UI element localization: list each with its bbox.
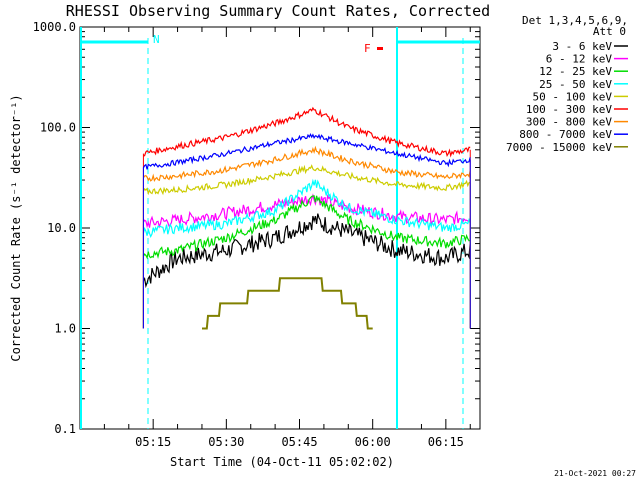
legend-header: Det 1,3,4,5,6,9, xyxy=(522,14,628,27)
series-1 xyxy=(142,193,471,329)
x-tick-label: 05:15 xyxy=(135,435,171,449)
chart-title: RHESSI Observing Summary Count Rates, Co… xyxy=(66,2,490,20)
legend-label: 50 - 100 keV xyxy=(533,90,613,103)
series-line xyxy=(142,132,471,170)
y-tick-label: 1.0 xyxy=(54,322,76,336)
y-axis-label: Corrected Count Rate (s⁻¹ detector⁻¹) xyxy=(9,94,23,361)
x-tick-label: 05:45 xyxy=(281,435,317,449)
legend-entry: 6 - 12 keV xyxy=(546,53,628,66)
legend-entry: 800 - 7000 keV xyxy=(519,128,628,141)
y-tick-label: 100.0 xyxy=(40,121,76,135)
x-tick-label: 06:00 xyxy=(355,435,391,449)
series-7 xyxy=(142,132,471,329)
legend-entry: 7000 - 15000 keV xyxy=(506,141,628,154)
y-tick-label: 0.1 xyxy=(54,422,76,436)
series-line xyxy=(142,164,471,196)
legend-label: 6 - 12 keV xyxy=(546,53,613,66)
legend-entry: 50 - 100 keV xyxy=(533,90,628,103)
series-line xyxy=(143,106,471,158)
series-line xyxy=(142,213,471,289)
legend-header: Att 0 xyxy=(593,25,626,38)
plot-frame xyxy=(79,26,481,430)
legend-label: 100 - 300 keV xyxy=(526,103,612,116)
series-line xyxy=(202,277,373,330)
y-tick-label: 1000.0 xyxy=(33,20,76,34)
series-line xyxy=(142,178,471,238)
legend-entry: 25 - 50 keV xyxy=(539,78,628,91)
legend-label: 300 - 800 keV xyxy=(526,116,612,129)
series-8 xyxy=(202,277,373,330)
series-line xyxy=(142,145,471,182)
x-tick-label: 05:30 xyxy=(208,435,244,449)
flare-marker-label: F xyxy=(364,42,371,55)
legend-label: 800 - 7000 keV xyxy=(519,128,612,141)
x-tick-label: 06:15 xyxy=(428,435,464,449)
legend-entry: 3 - 6 keV xyxy=(552,40,628,53)
series-6 xyxy=(142,145,471,329)
night-marker-label: N xyxy=(153,33,160,46)
legend-entry: 100 - 300 keV xyxy=(526,103,628,116)
legend-label: 3 - 6 keV xyxy=(552,40,612,53)
series-2 xyxy=(142,195,471,329)
x-axis-label: Start Time (04-Oct-11 05:02:02) xyxy=(170,455,394,469)
series-line xyxy=(142,195,471,260)
legend-label: 12 - 25 keV xyxy=(539,65,612,78)
flare-marker xyxy=(377,47,383,50)
legend-entry: 300 - 800 keV xyxy=(526,116,628,129)
footer-timestamp: 21-Oct-2021 00:27 xyxy=(554,469,636,478)
legend-label: 25 - 50 keV xyxy=(539,78,612,91)
legend-label: 7000 - 15000 keV xyxy=(506,141,612,154)
y-tick-label: 10.0 xyxy=(47,221,76,235)
legend-entry: 12 - 25 keV xyxy=(539,65,628,78)
